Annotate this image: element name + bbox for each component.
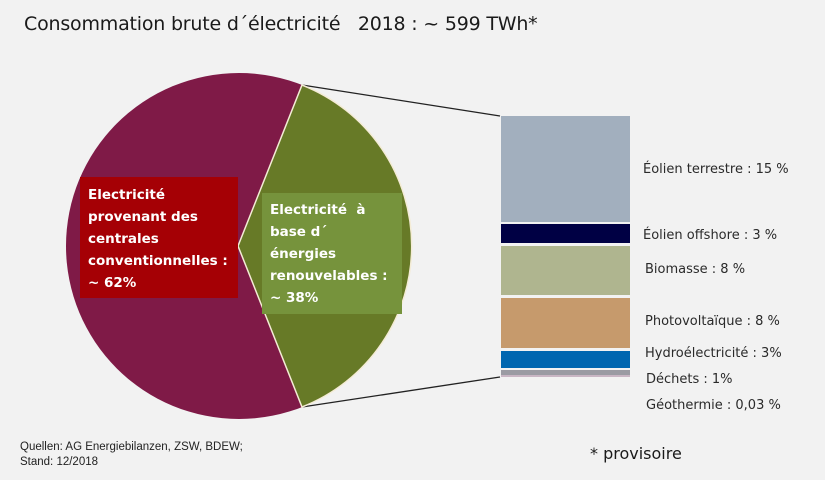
chart-title: Consommation brute d´électricité 2018 : … (24, 13, 538, 35)
renewable-label-value: ~ 38% (270, 290, 319, 306)
legend-label-geothermie: Géothermie : 0,03 % (646, 398, 781, 413)
renewable-label-line: Electricité à (270, 202, 366, 218)
legend-label-hydroelectricite: Hydroélectricité : 3% (645, 346, 782, 361)
connector-line-bottom (301, 376, 501, 408)
legend-label-dechets: Déchets : 1% (646, 372, 733, 387)
bar-segment-eolien-terrestre (501, 116, 630, 222)
renewable-label-line: renouvelables : (270, 268, 388, 284)
source-line: Quellen: AG Energiebilanzen, ZSW, BDEW; (20, 441, 243, 453)
bar-segment-hydroelectricite (501, 351, 630, 368)
source-note: Quellen: AG Energiebilanzen, ZSW, BDEW; … (20, 440, 243, 470)
legend-label-photovoltaique: Photovoltaïque : 8 % (645, 314, 780, 329)
conventional-label-line: conventionnelles : (88, 253, 228, 269)
conventional-label-value: ~ 62% (88, 275, 137, 291)
conventional-label-line: provenant des (88, 209, 198, 225)
renewable-label-line: énergies (270, 246, 337, 262)
source-date: Stand: 12/2018 (20, 456, 99, 468)
bar-segment-dechets (501, 370, 630, 375)
conventional-label-line: Electricité (88, 187, 165, 203)
footnote-provisoire: * provisoire (590, 444, 682, 463)
conventional-label-line: centrales (88, 231, 159, 247)
renewables-stacked-bar (501, 116, 630, 377)
conventional-label-box: Electricité provenant des centrales conv… (80, 177, 238, 298)
legend-label-eolien-offshore: Éolien offshore : 3 % (643, 228, 778, 243)
renewable-label-box: Electricité à base d´ énergies renouvela… (262, 193, 402, 314)
bar-segment-photovoltaique (501, 298, 630, 348)
bar-segment-eolien-offshore (501, 224, 630, 243)
bar-segment-geothermie (501, 375, 630, 377)
connector-line-top (301, 84, 501, 117)
legend-label-biomasse: Biomasse : 8 % (645, 262, 746, 277)
legend-label-eolien-terrestre: Éolien terrestre : 15 % (643, 162, 789, 177)
bar-segment-biomasse (501, 246, 630, 295)
renewable-label-line: base d´ (270, 224, 328, 240)
